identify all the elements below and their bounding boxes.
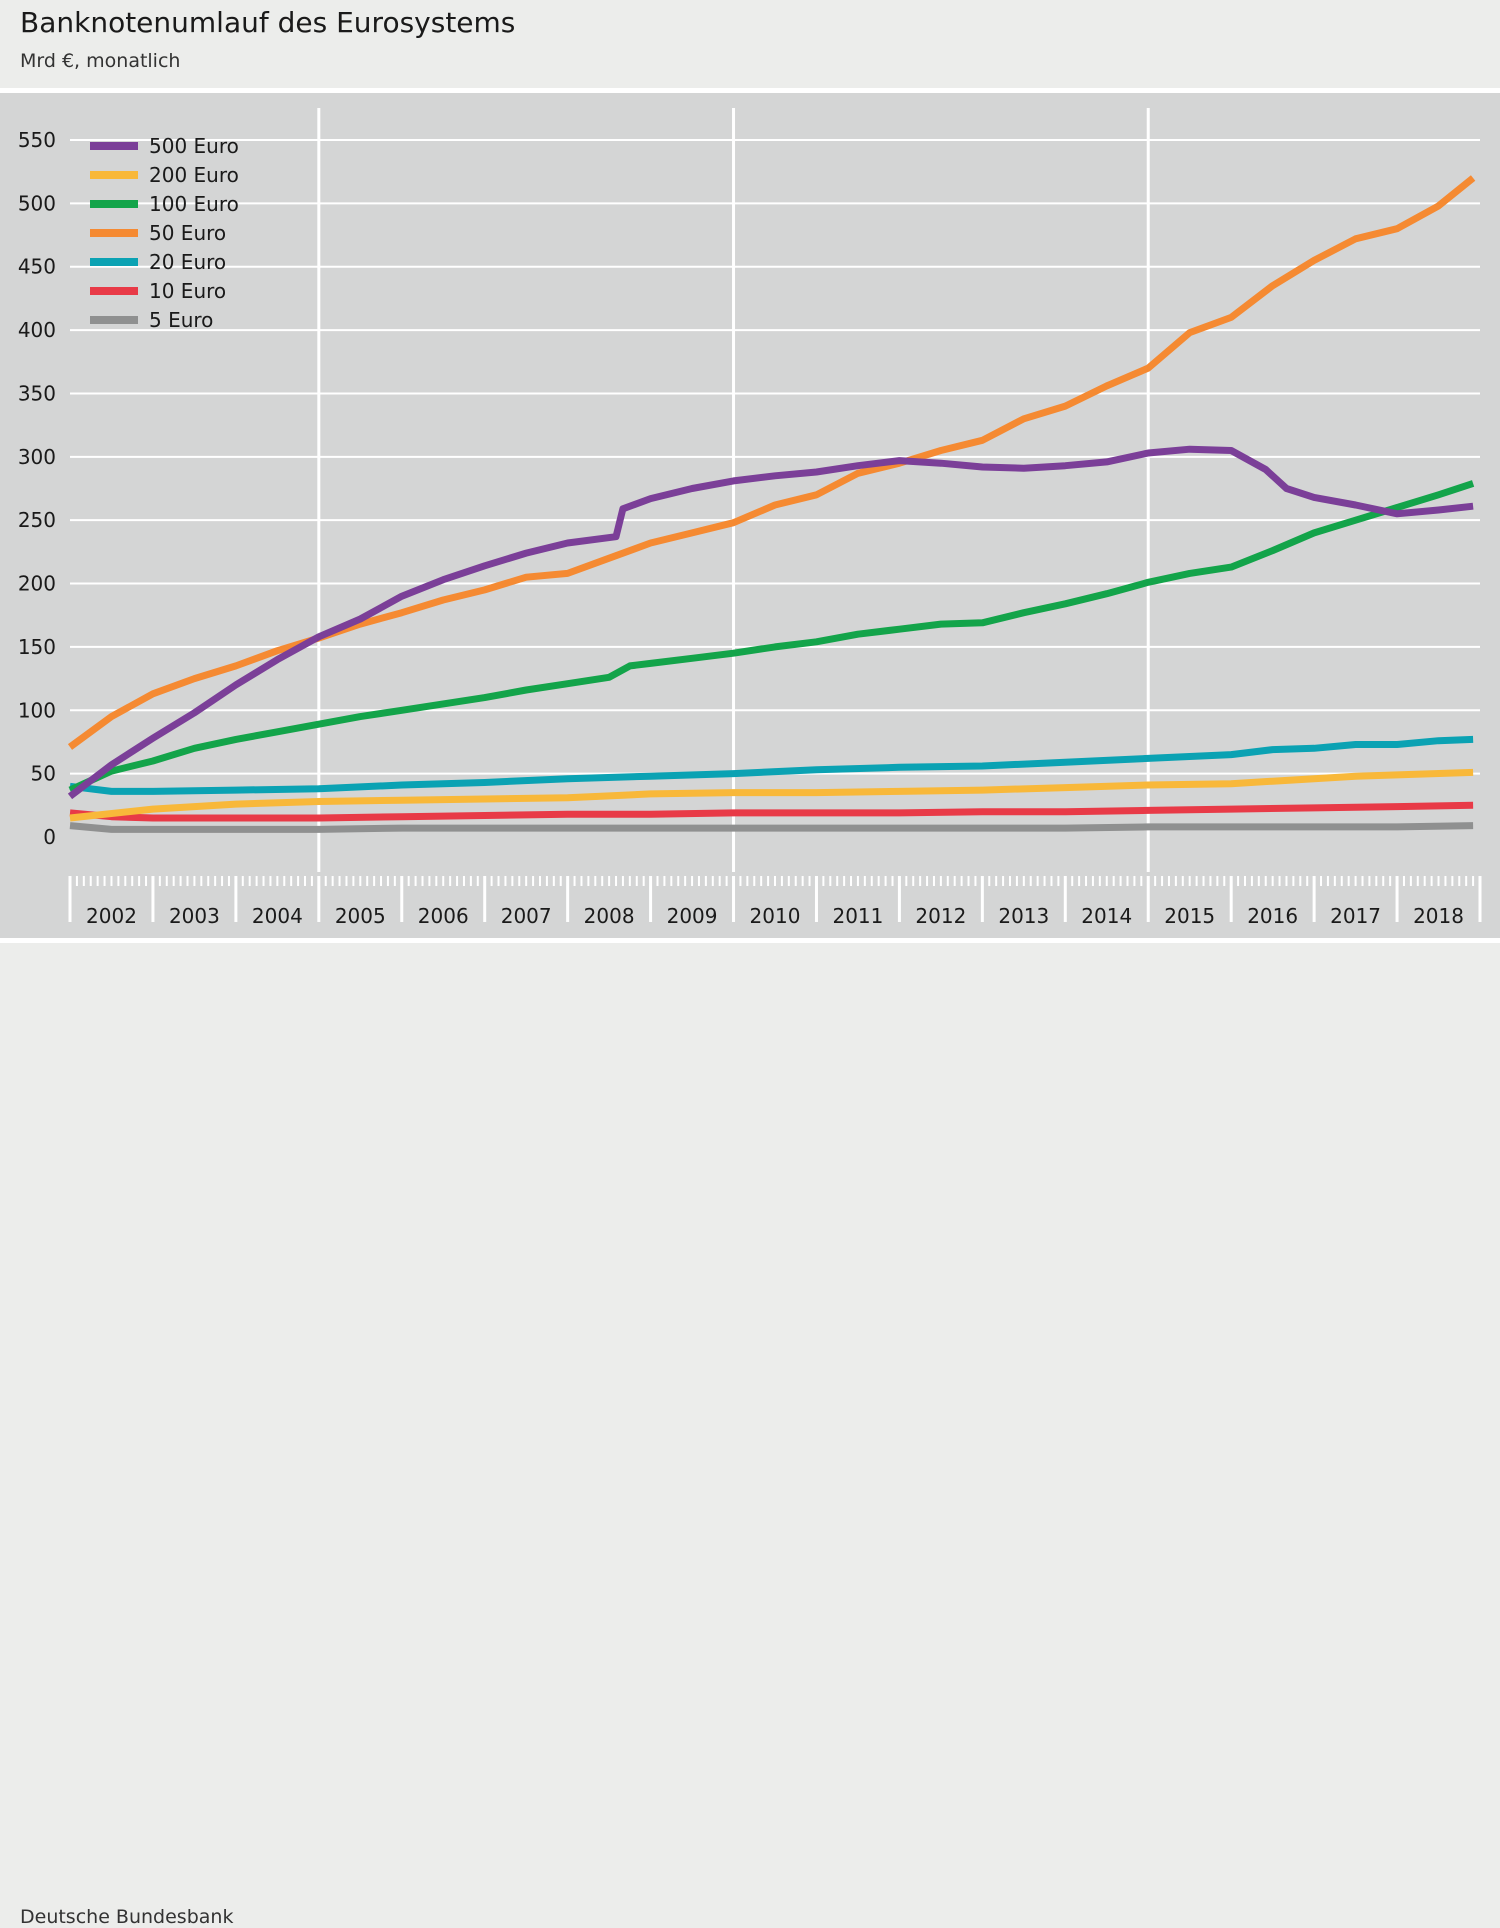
series-line-200-euro [69, 768, 1474, 822]
gridlines [70, 139, 1480, 775]
y-tick-label: 100 [18, 698, 56, 722]
y-tick-label: 200 [18, 572, 56, 596]
x-tick-label: 2009 [667, 904, 718, 928]
legend-item-50-euro: 50 Euro [90, 221, 226, 245]
chart-footer: Deutsche Bundesbank [0, 943, 1500, 1928]
series-line-500-euro [67, 445, 1474, 800]
legend-item-10-euro: 10 Euro [90, 279, 226, 303]
series-line-5-euro [69, 822, 1474, 833]
divider-bottom [0, 938, 1500, 943]
legend: 500 Euro 200 Euro 100 Euro 50 Euro 20 Euro 10… [90, 134, 239, 332]
chart-subtitle: Mrd €, monatlich [20, 50, 181, 72]
legend-item-20-euro: 20 Euro [90, 250, 226, 274]
legend-label: 200 Euro [149, 163, 239, 187]
y-tick-label: 550 [18, 128, 56, 152]
x-tick-label: 2012 [915, 904, 966, 928]
y-tick-label: 0 [43, 825, 56, 849]
y-axis: 0 50 100 150 200 250 300 350 400 450 500 550 [18, 128, 56, 849]
x-tick-label: 2007 [501, 904, 552, 928]
divider-top [0, 88, 1500, 93]
legend-label: 20 Euro [149, 250, 226, 274]
x-tick-label: 2006 [418, 904, 469, 928]
x-axis: 2002 2003 2004 2005 2006 2007 2008 2009 2010 2011… [68, 876, 1482, 928]
y-tick-label: 250 [18, 508, 56, 532]
legend-item-200-euro: 200 Euro [90, 163, 239, 187]
y-tick-label: 450 [18, 255, 56, 279]
series-line-10-euro [69, 801, 1474, 822]
x-tick-label: 2004 [252, 904, 303, 928]
chart-title: Banknotenumlauf des Eurosystems [20, 6, 516, 39]
legend-item-100-euro: 100 Euro [90, 192, 239, 216]
y-tick-label: 50 [31, 762, 56, 786]
x-tick-label: 2015 [1164, 904, 1215, 928]
chart-header: Banknotenumlauf des Eurosystems Mrd €, m… [0, 0, 1500, 88]
x-tick-label: 2017 [1330, 904, 1381, 928]
y-tick-label: 300 [18, 445, 56, 469]
legend-label: 5 Euro [149, 308, 213, 332]
y-tick-label: 400 [18, 318, 56, 342]
source-label: Deutsche Bundesbank [20, 1906, 234, 1928]
series-line-100-euro [68, 480, 1475, 794]
x-tick-label: 2002 [86, 904, 137, 928]
series-line-20-euro [69, 735, 1474, 795]
legend-label: 100 Euro [149, 192, 239, 216]
y-tick-label: 150 [18, 635, 56, 659]
x-tick-label: 2013 [998, 904, 1049, 928]
legend-item-500-euro: 500 Euro [90, 134, 239, 158]
x-tick-label: 2014 [1081, 904, 1132, 928]
x-tick-label: 2008 [584, 904, 635, 928]
x-tick-label: 2016 [1247, 904, 1298, 928]
legend-item-5-euro: 5 Euro [90, 308, 213, 332]
x-tick-label: 2005 [335, 904, 386, 928]
x-tick-label: 2011 [832, 904, 883, 928]
y-tick-label: 350 [18, 381, 56, 405]
legend-label: 50 Euro [149, 221, 226, 245]
period-dividers [317, 108, 1150, 872]
legend-label: 500 Euro [149, 134, 239, 158]
x-tick-label: 2003 [169, 904, 220, 928]
series-lines [67, 175, 1476, 833]
x-tick-label: 2010 [750, 904, 801, 928]
x-tick-label: 2018 [1413, 904, 1464, 928]
legend-label: 10 Euro [149, 279, 226, 303]
y-tick-label: 500 [18, 191, 56, 215]
